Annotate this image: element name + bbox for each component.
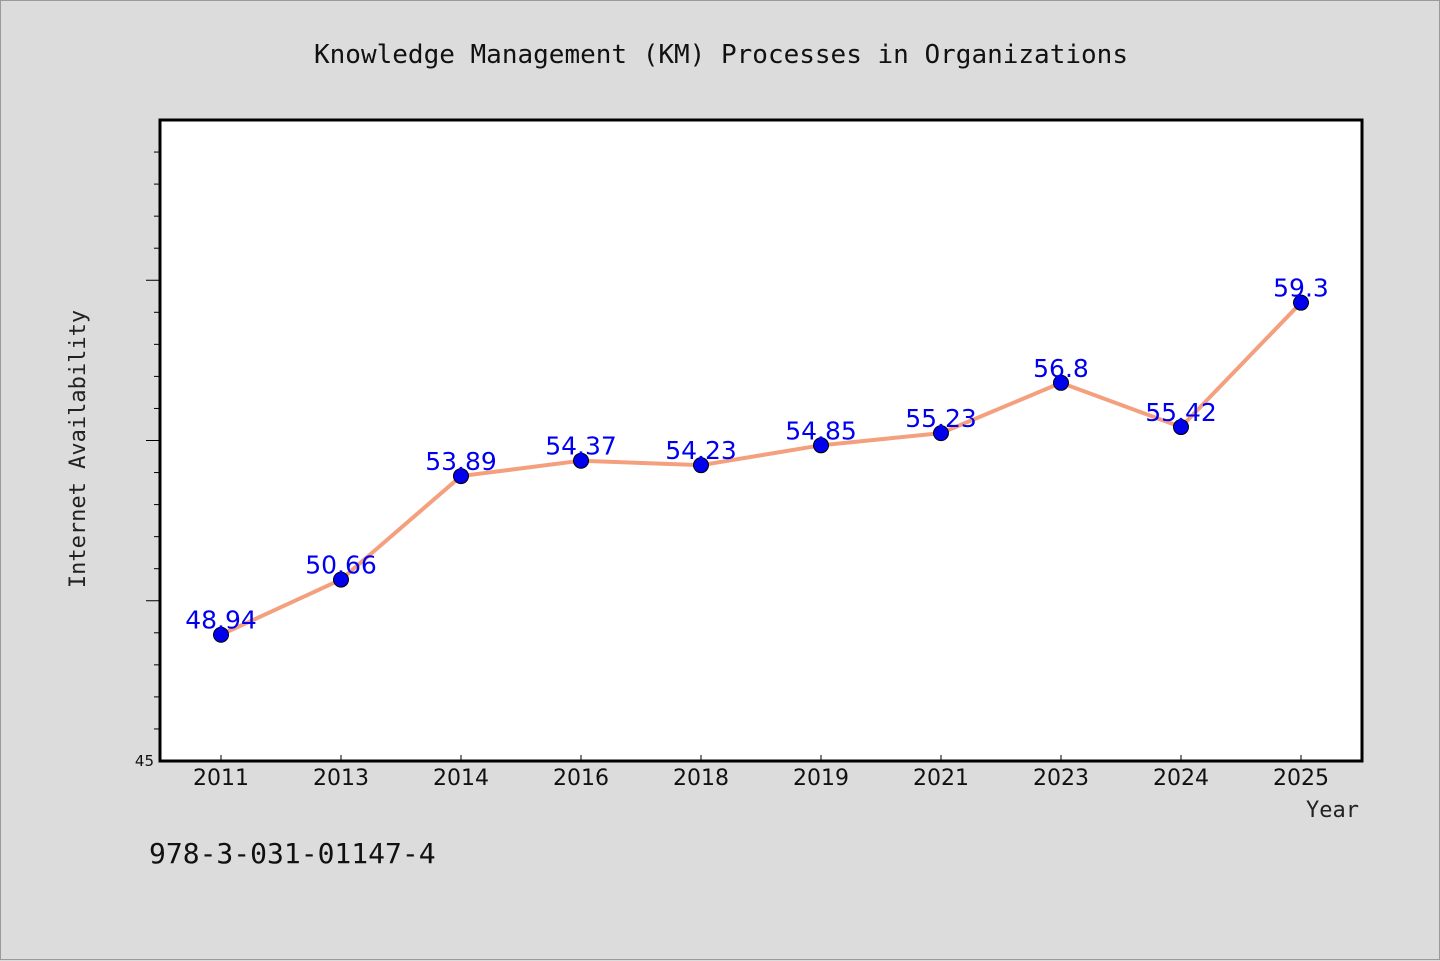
data-point bbox=[573, 452, 589, 469]
data-point bbox=[1293, 294, 1309, 311]
data-label: 59.3 bbox=[1273, 274, 1329, 303]
data-label: 53.89 bbox=[425, 447, 497, 476]
x-axis-ticks: 2011 2013 2014 2016 2018 2019 2021 2023 2024 2025 bbox=[193, 755, 1329, 791]
series-line bbox=[220, 301, 1303, 637]
x-tick-label: 2013 bbox=[313, 766, 369, 791]
x-tick-label: 2023 bbox=[1033, 766, 1089, 791]
x-tick-label: 2011 bbox=[193, 766, 249, 791]
x-tick-label: 2019 bbox=[793, 766, 849, 791]
y-axis-label: Internet Availability bbox=[66, 310, 91, 588]
plot-area bbox=[158, 118, 1364, 763]
data-label: 54.85 bbox=[785, 416, 857, 445]
data-point bbox=[933, 425, 949, 442]
data-point bbox=[813, 437, 829, 454]
data-label: 56.8 bbox=[1033, 354, 1089, 383]
chart-title: Knowledge Management (KM) Processes in O… bbox=[314, 40, 1128, 70]
data-point bbox=[1173, 419, 1189, 436]
x-tick-label: 2024 bbox=[1153, 766, 1209, 791]
data-label: 48.94 bbox=[185, 606, 257, 635]
data-series: 48.94 50.66 53.89 54.37 54.23 54.85 55.23 56.8 5… bbox=[185, 274, 1329, 643]
data-point bbox=[453, 468, 469, 485]
data-label: 54.37 bbox=[545, 432, 617, 461]
x-axis-label: Year bbox=[1306, 798, 1359, 823]
data-point bbox=[333, 571, 349, 588]
x-tick-label: 2016 bbox=[553, 766, 609, 791]
x-tick-label: 2014 bbox=[433, 766, 489, 791]
data-point bbox=[213, 626, 229, 643]
data-point bbox=[693, 457, 709, 474]
y-axis-ticks: 45 bbox=[135, 151, 160, 770]
x-tick-label: 2025 bbox=[1273, 766, 1329, 791]
data-label: 55.23 bbox=[905, 404, 977, 433]
data-label: 54.23 bbox=[665, 436, 737, 465]
footnote: 978-3-031-01147-4 bbox=[149, 837, 436, 870]
data-label: 55.42 bbox=[1145, 398, 1217, 427]
data-point bbox=[1053, 374, 1069, 391]
x-tick-label: 2021 bbox=[913, 766, 969, 791]
x-tick-label: 2018 bbox=[673, 766, 729, 791]
y-tick-label: 45 bbox=[135, 752, 154, 770]
data-label: 50.66 bbox=[305, 551, 377, 580]
